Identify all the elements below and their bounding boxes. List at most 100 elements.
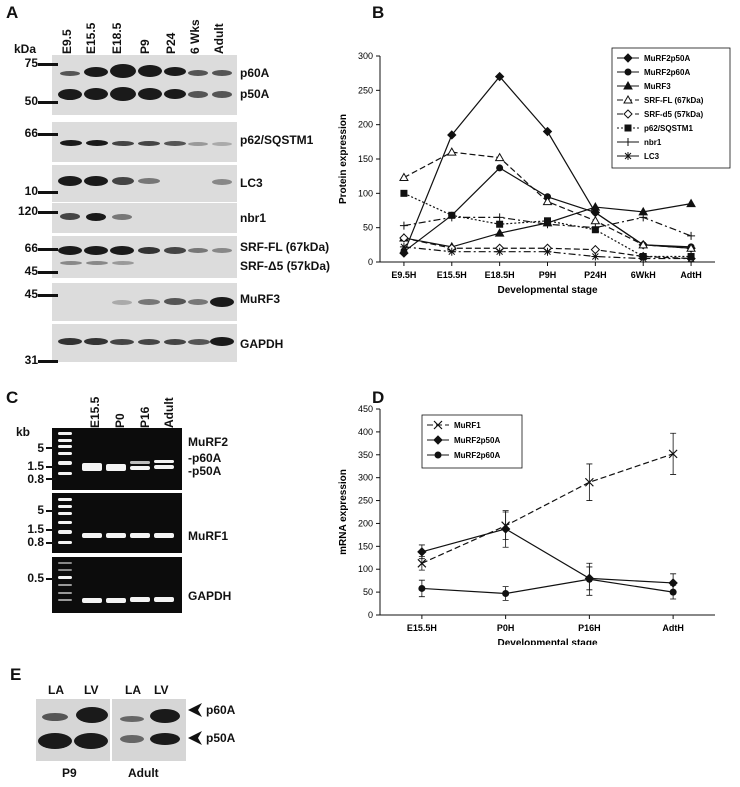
data-point xyxy=(500,524,511,534)
band xyxy=(42,713,68,721)
band xyxy=(74,733,108,749)
lane-label: P24 xyxy=(164,32,178,54)
pcr-band xyxy=(130,533,150,538)
band xyxy=(84,88,108,100)
lane-label: LV xyxy=(154,683,169,697)
gel-murf2 xyxy=(52,428,182,490)
blot-lc3 xyxy=(52,165,237,202)
band xyxy=(58,246,82,255)
band xyxy=(58,89,82,100)
y-tick-label: 100 xyxy=(358,188,373,198)
lane-label: Adult xyxy=(212,23,226,54)
chart-mrna-expression: 0 50 100 150 200 250 300 350 400 450 E15.5H P0H P16H… xyxy=(338,404,715,645)
data-point xyxy=(418,584,426,592)
legend-marker xyxy=(623,109,633,119)
legend-marker xyxy=(623,53,633,63)
band xyxy=(86,213,106,221)
x-tick-label: AdtH xyxy=(662,623,684,633)
x-tick-label: AdtH xyxy=(680,270,702,280)
band xyxy=(84,176,108,186)
band xyxy=(164,339,186,345)
ladder-band xyxy=(58,452,72,455)
legend-marker xyxy=(624,138,632,146)
x-tick-label: E18.5H xyxy=(485,270,515,280)
legend-label: MuRF2p60A xyxy=(454,451,500,460)
blot-srf xyxy=(52,236,237,278)
panel-d-label: D xyxy=(372,388,385,407)
y-tick-label: 100 xyxy=(358,564,373,574)
size-tick xyxy=(46,478,56,480)
ladder-band xyxy=(58,445,72,448)
size-marker: 0.8 xyxy=(27,535,44,549)
ladder-band xyxy=(58,530,72,534)
legend-label: p62/SQSTM1 xyxy=(644,124,693,133)
legend-marker xyxy=(433,435,443,445)
size-tick xyxy=(46,510,56,512)
band-label: SRF-Δ5 (57kDa) xyxy=(240,259,330,273)
data-point xyxy=(686,198,696,208)
band xyxy=(60,261,82,265)
x-axis-label: Developmental stage xyxy=(497,285,597,296)
legend-label: MuRF2p50A xyxy=(644,54,690,63)
band xyxy=(212,91,232,98)
x-tick-label: P0H xyxy=(497,623,515,633)
ladder-band xyxy=(58,576,72,579)
band xyxy=(164,141,186,146)
band xyxy=(110,339,134,345)
y-tick-label: 50 xyxy=(363,223,373,233)
band xyxy=(138,65,162,77)
mw-tick xyxy=(38,248,58,251)
y-axis-label: Protein expression xyxy=(338,114,349,204)
data-point xyxy=(686,243,696,252)
data-point xyxy=(400,248,408,256)
band xyxy=(112,214,132,220)
size-marker: 5 xyxy=(37,503,44,517)
ladder-band xyxy=(58,599,72,601)
lane-label: P9 xyxy=(138,39,152,54)
band xyxy=(120,716,144,722)
panel-c-label: C xyxy=(6,388,19,407)
y-tick-label: 0 xyxy=(368,610,373,620)
band xyxy=(138,141,160,146)
data-point xyxy=(399,233,409,243)
size-unit-label: kb xyxy=(16,425,31,439)
gel-label: MuRF2 xyxy=(188,435,228,449)
chart-protein-expression: 0 50 100 150 200 250 300 E9.5H E15.5H E18.5H P9H P2… xyxy=(338,47,731,296)
legend-box xyxy=(611,47,731,169)
data-point xyxy=(494,152,505,162)
data-point xyxy=(542,196,553,206)
mw-tick xyxy=(38,294,58,297)
mw-marker: 31 xyxy=(24,353,38,367)
band xyxy=(60,71,80,76)
size-marker: 1.5 xyxy=(27,522,44,536)
mw-tick xyxy=(38,191,58,194)
band xyxy=(110,87,136,101)
mw-unit-label: kDa xyxy=(14,42,37,56)
band xyxy=(164,247,186,254)
band-arrows xyxy=(188,703,202,745)
band-label: p60A xyxy=(240,66,270,80)
legend-marker xyxy=(623,80,633,90)
group-label: Adult xyxy=(128,766,159,780)
data-point xyxy=(400,189,408,197)
band xyxy=(212,248,232,253)
data-point xyxy=(417,547,427,557)
pcr-band xyxy=(106,464,126,471)
band xyxy=(188,299,208,305)
band-label: p62/SQSTM1 xyxy=(240,133,314,147)
data-point xyxy=(687,231,696,240)
ladder-band xyxy=(58,562,72,564)
y-tick-label: 300 xyxy=(358,51,373,61)
y-tick-label: 450 xyxy=(358,404,373,414)
blot-p9 xyxy=(36,699,110,761)
legend-marker xyxy=(434,451,442,459)
mw-tick xyxy=(38,360,58,363)
x-tick-label: P9H xyxy=(539,270,557,280)
y-tick-label: 50 xyxy=(363,587,373,597)
band xyxy=(164,67,186,76)
mw-tick xyxy=(38,63,58,66)
band xyxy=(112,300,132,305)
pcr-band xyxy=(82,463,102,471)
data-point xyxy=(591,209,599,217)
band-label: SRF-FL (67kDa) xyxy=(240,240,330,254)
